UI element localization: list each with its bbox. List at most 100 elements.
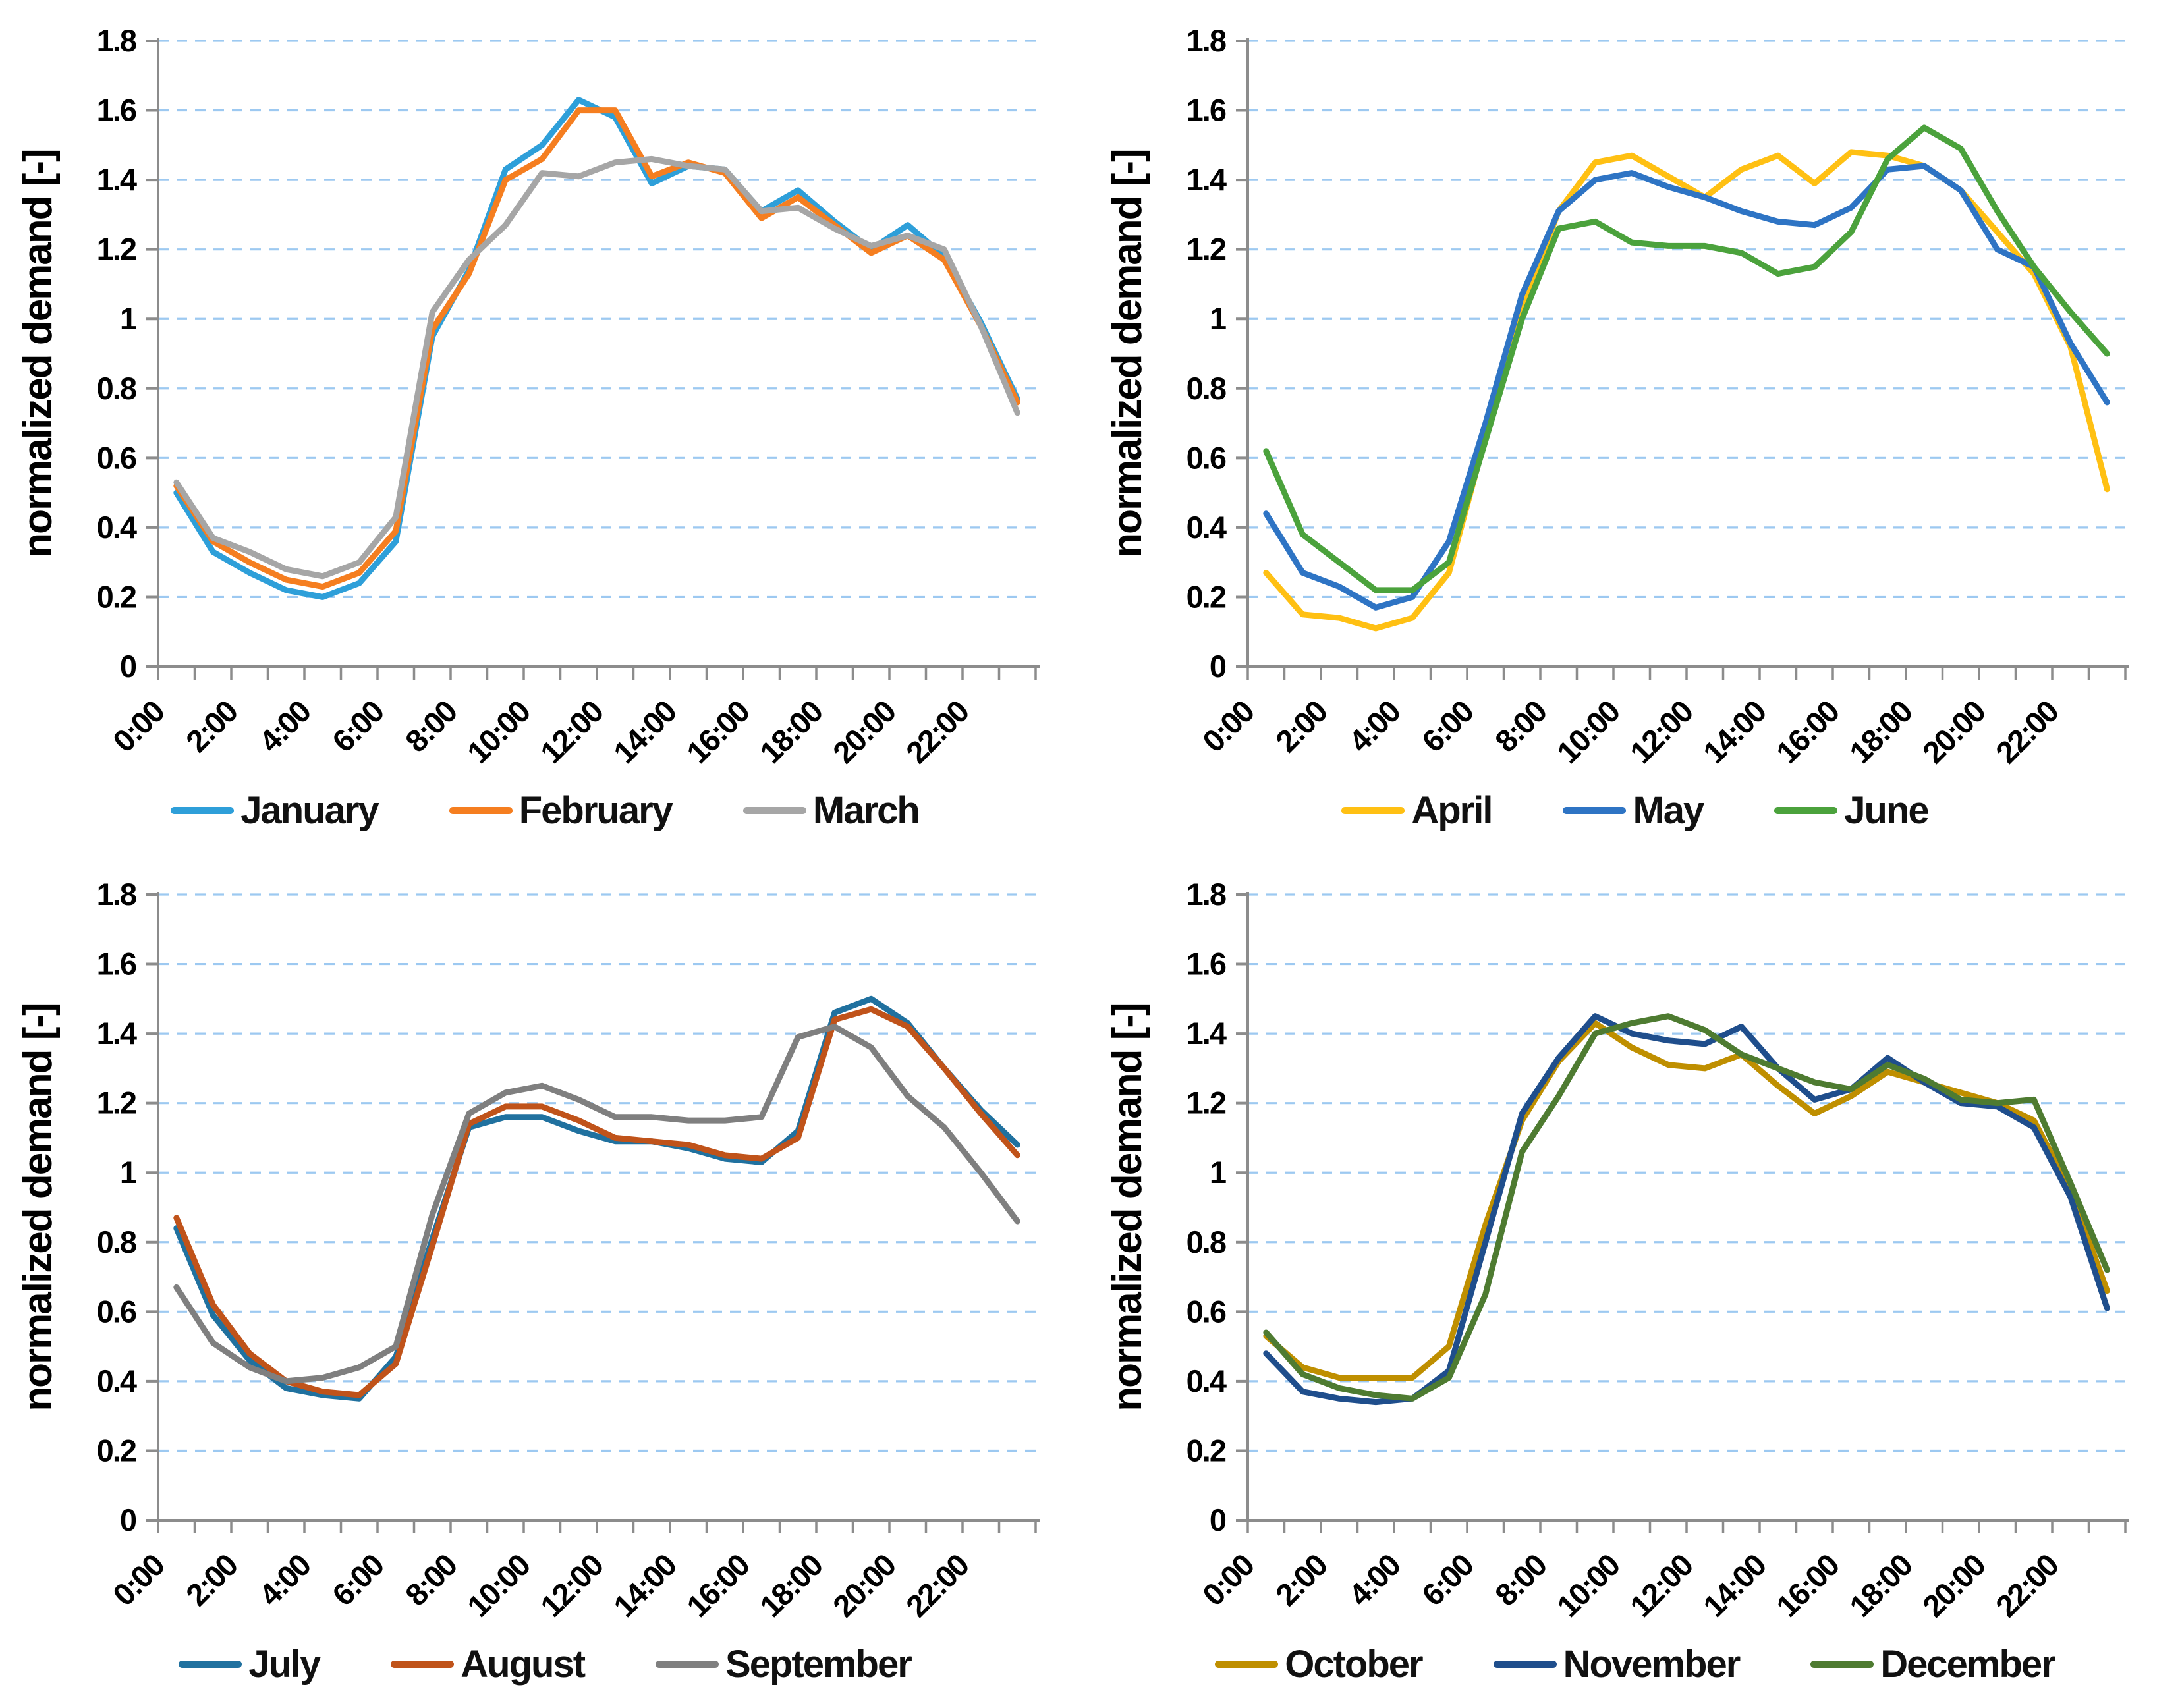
y-tick-label: 0.8 (97, 1225, 136, 1259)
x-tick-label: 2:00 (179, 1547, 244, 1612)
x-tick-label: 10:00 (1550, 1547, 1627, 1624)
x-tick-label: 18:00 (1843, 1547, 1919, 1624)
y-tick-label: 0.6 (97, 440, 136, 475)
legend: January February March (0, 771, 1090, 850)
legend: July August September (0, 1624, 1090, 1703)
legend-line-swatch (171, 806, 235, 814)
y-tick-label: 1.4 (1187, 1016, 1227, 1051)
x-tick-label: 6:00 (325, 694, 391, 759)
y-tick-label: 1 (120, 301, 136, 336)
y-tick-label: 1.6 (1187, 947, 1226, 981)
series-line-august (173, 1006, 1020, 1398)
y-tick-label: 0.6 (1187, 440, 1226, 475)
x-tick-label: 12:00 (1623, 1547, 1700, 1624)
y-tick-label: 1.8 (1187, 877, 1226, 912)
legend: October November December (1090, 1624, 2180, 1703)
legend-label: September (725, 1642, 912, 1686)
legend-label: December (1880, 1642, 2055, 1686)
series-line-june (1263, 124, 2110, 593)
series-line-may (1263, 163, 2110, 611)
x-tick-label: 14:00 (1696, 1547, 1773, 1624)
x-tick-label: 10:00 (1550, 694, 1627, 770)
x-tick-label: 22:00 (1989, 694, 2065, 770)
x-tick-label: 8:00 (399, 1547, 464, 1612)
y-tick-label: 1.8 (1187, 23, 1226, 58)
chart-panel-apr-may-jun: 0 0.2 0.4 0.6 0.8 1 1.2 1.4 1.6 1.8 0:00 2:00 4:00 6:… (1090, 0, 2180, 854)
legend-line-swatch (1493, 1660, 1557, 1668)
x-tick-label: 2:00 (179, 694, 244, 759)
y-tick-label: 0.4 (97, 1364, 137, 1398)
series-line-march (173, 155, 1020, 580)
legend-line-swatch (656, 1660, 719, 1668)
x-tick-label: 22:00 (899, 694, 976, 770)
x-tick-label: 2:00 (1269, 694, 1334, 759)
x-tick-label: 18:00 (753, 694, 829, 770)
x-tick-label: 4:00 (1342, 694, 1407, 759)
y-tick-label: 0.8 (1187, 371, 1226, 406)
legend-line-swatch (1774, 806, 1838, 814)
legend-item-august: August (391, 1642, 586, 1686)
legend-label: March (812, 788, 920, 832)
legend-label: June (1844, 788, 1929, 832)
y-tick-label: 1 (120, 1155, 136, 1190)
legend-label: January (240, 788, 379, 832)
x-tick-label: 6:00 (1415, 694, 1480, 759)
plot-area: 0 0.2 0.4 0.6 0.8 1 1.2 1.4 1.6 1.8 0:00 2:00 4:00 6:… (1105, 877, 2129, 1624)
y-tick-label: 1.4 (97, 1016, 137, 1051)
y-tick-label: 0 (1210, 1502, 1226, 1537)
legend-item-december: December (1810, 1642, 2056, 1686)
x-tick-label: 18:00 (753, 1547, 829, 1624)
x-tick-label: 22:00 (1989, 1547, 2065, 1624)
x-tick-label: 2:00 (1269, 1547, 1334, 1612)
y-tick-label: 1.2 (97, 1086, 136, 1120)
chart-panel-oct-nov-dec: 0 0.2 0.4 0.6 0.8 1 1.2 1.4 1.6 1.8 0:00 2:00 4:00 6:… (1090, 854, 2180, 1708)
y-tick-label: 1.2 (1187, 232, 1226, 267)
legend-item-november: November (1493, 1642, 1741, 1686)
series-line-november (1263, 1013, 2110, 1406)
y-tick-label: 1.4 (97, 162, 137, 197)
legend-line-swatch (1215, 1660, 1279, 1668)
legend-label: July (248, 1642, 321, 1686)
x-tick-label: 10:00 (461, 694, 537, 770)
legend-label: April (1411, 788, 1493, 832)
y-tick-label: 0 (120, 1502, 136, 1537)
legend-item-may: May (1563, 788, 1704, 833)
series-line-january (173, 97, 1020, 600)
x-tick-label: 16:00 (680, 694, 756, 770)
x-tick-label: 12:00 (1623, 694, 1700, 770)
legend-line-swatch (1563, 806, 1627, 814)
legend-line-swatch (1341, 806, 1405, 814)
x-tick-label: 12:00 (534, 694, 610, 770)
x-tick-label: 18:00 (1843, 694, 1919, 770)
x-tick-label: 8:00 (1488, 694, 1553, 759)
legend-item-april: April (1341, 788, 1493, 833)
x-tick-label: 12:00 (534, 1547, 610, 1624)
x-tick-label: 20:00 (826, 1547, 903, 1624)
legend-label: October (1285, 1642, 1423, 1686)
x-tick-label: 6:00 (325, 1547, 391, 1612)
legend-line-swatch (742, 806, 806, 814)
plot-area: 0 0.2 0.4 0.6 0.8 1 1.2 1.4 1.6 1.8 0:00 2:00 4:00 6:… (15, 23, 1040, 770)
legend-label: May (1633, 788, 1704, 832)
y-axis-title: normalized demand [-] (1105, 1003, 1150, 1411)
y-tick-label: 0.2 (1187, 579, 1226, 614)
x-tick-label: 0:00 (106, 694, 171, 759)
y-axis-title: normalized demand [-] (15, 1003, 61, 1411)
chart-panel-jul-aug-sep: 0 0.2 0.4 0.6 0.8 1 1.2 1.4 1.6 1.8 0:00 2:00 4:00 6:… (0, 854, 1090, 1708)
y-tick-label: 0.8 (1187, 1225, 1226, 1259)
y-tick-label: 1.2 (97, 232, 136, 267)
legend-line-swatch (391, 1660, 455, 1668)
y-tick-label: 0.2 (97, 579, 136, 614)
x-tick-label: 4:00 (1342, 1547, 1407, 1612)
y-tick-label: 0.6 (1187, 1294, 1226, 1329)
y-axis-title: normalized demand [-] (1105, 150, 1150, 557)
x-tick-label: 20:00 (1916, 1547, 1992, 1624)
y-tick-label: 0 (1210, 649, 1226, 684)
y-tick-label: 0.4 (1187, 510, 1227, 545)
x-tick-label: 14:00 (1696, 694, 1773, 770)
x-tick-label: 0:00 (1196, 694, 1261, 759)
x-tick-label: 14:00 (607, 1547, 683, 1624)
legend-item-march: March (742, 788, 920, 833)
y-tick-label: 0.4 (1187, 1364, 1227, 1398)
plot-area: 0 0.2 0.4 0.6 0.8 1 1.2 1.4 1.6 1.8 0:00 2:00 4:00 6:… (1105, 23, 2129, 770)
